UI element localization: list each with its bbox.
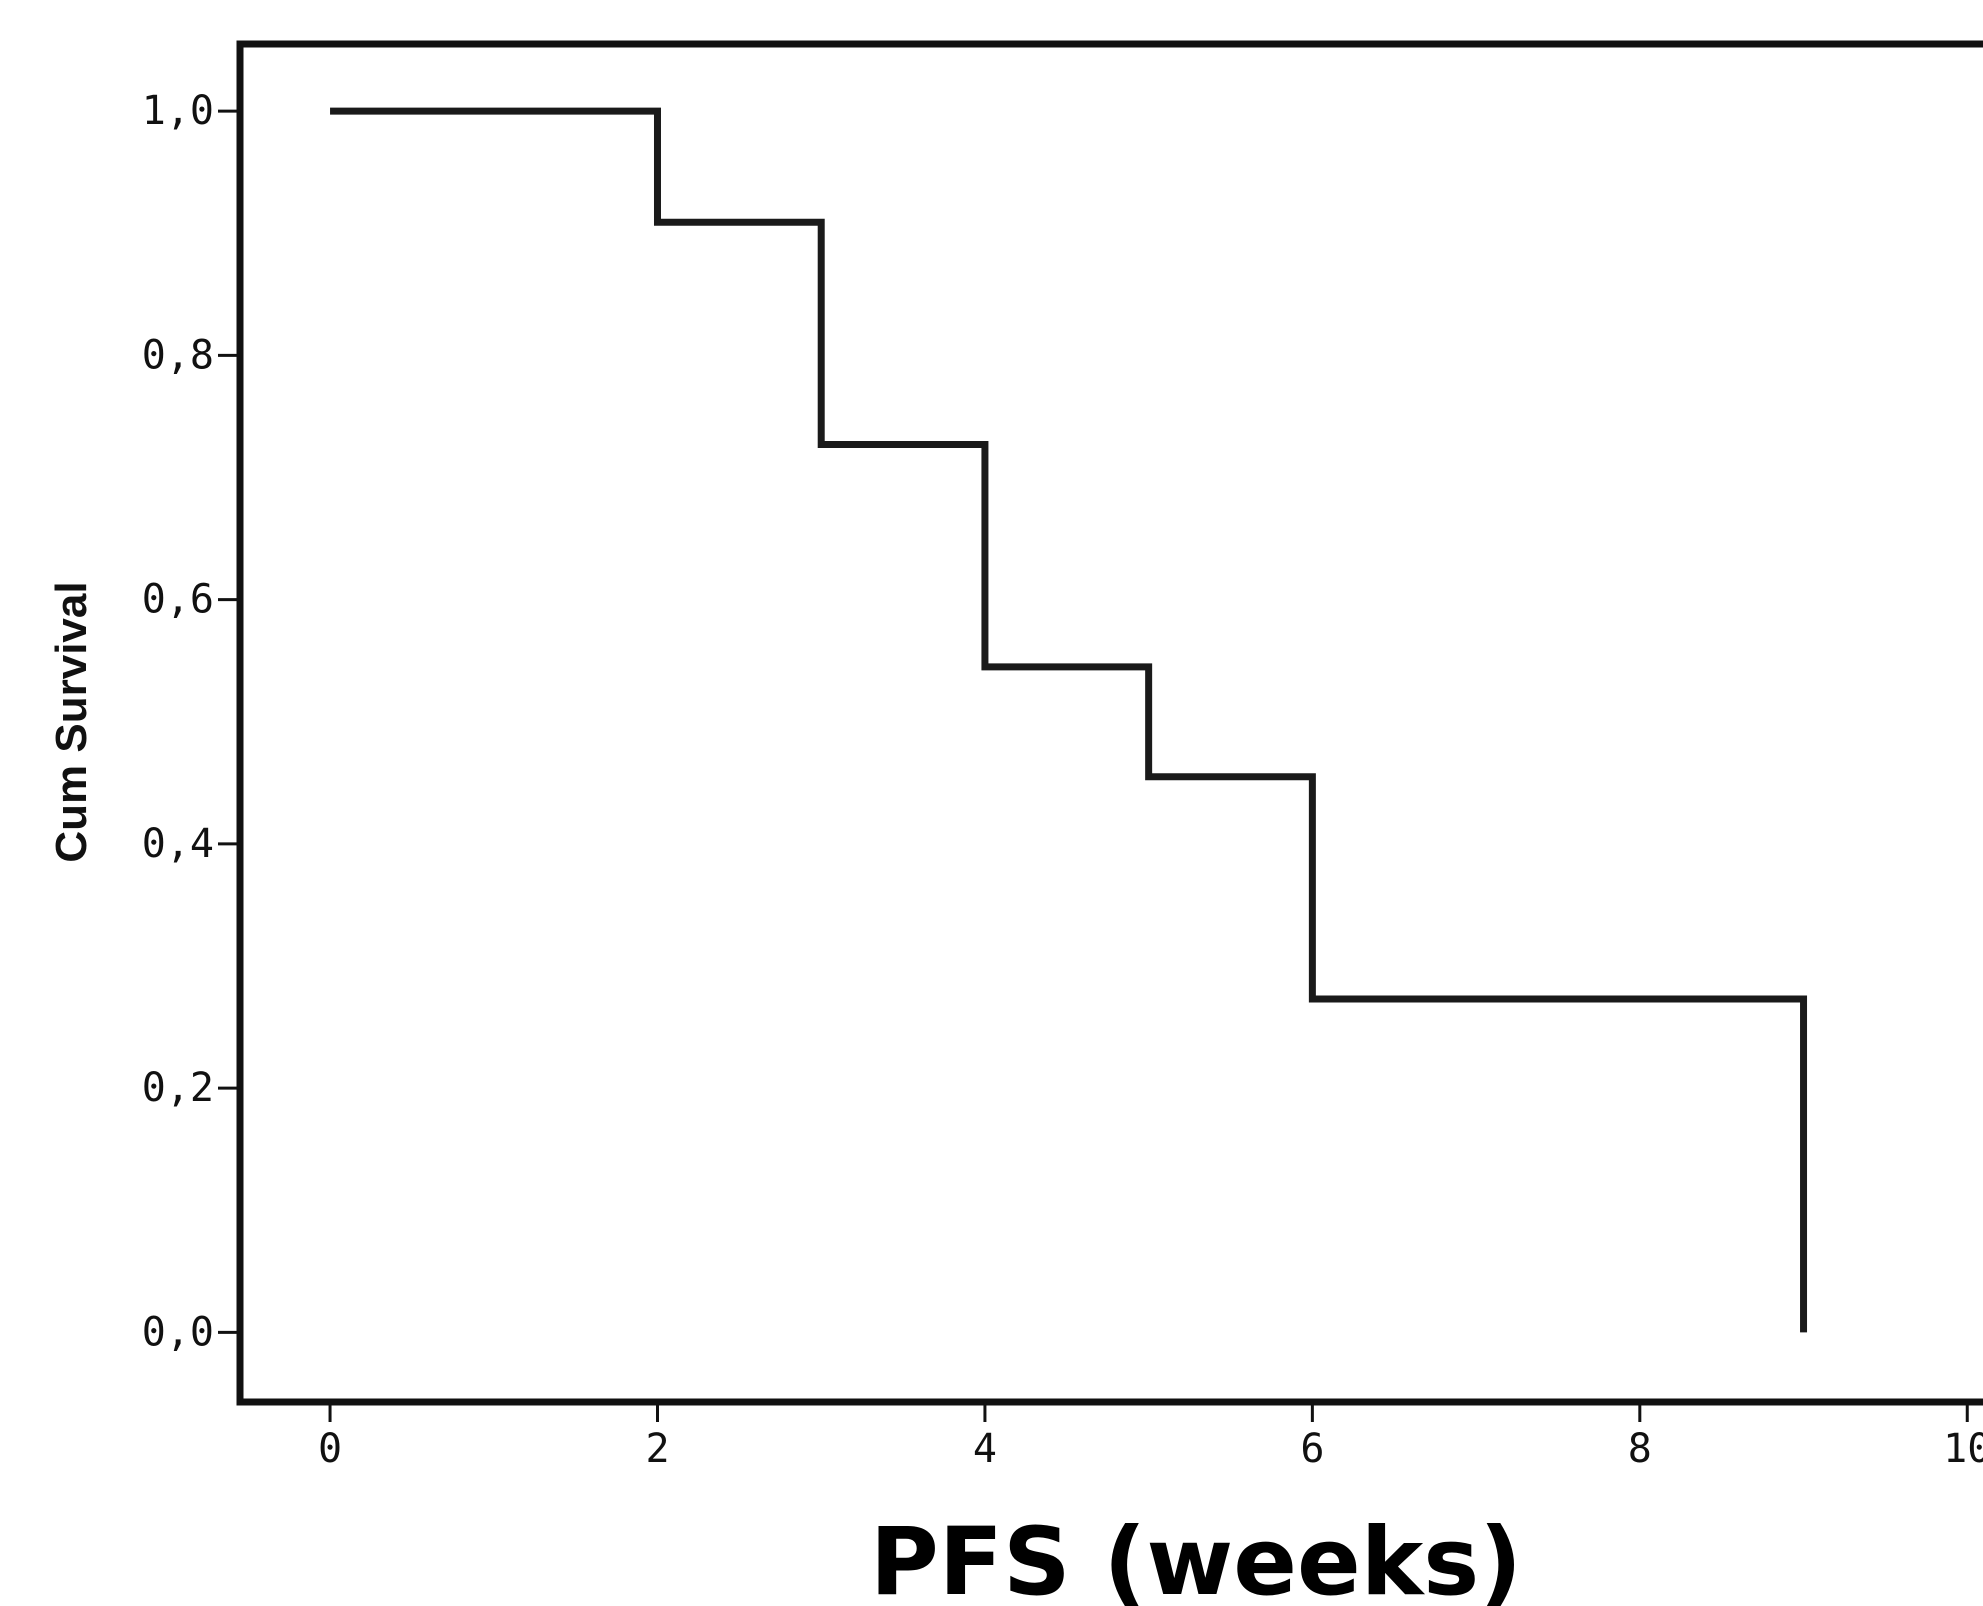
y-tick-label: 0,0 <box>142 1309 214 1355</box>
y-tick-label: 0,8 <box>142 332 214 378</box>
plot-frame <box>236 40 1983 1406</box>
y-tick-label: 0,2 <box>142 1065 214 1111</box>
x-axis-ticks: 0 2 4 6 8 10 <box>318 1402 1983 1472</box>
x-axis-label: PFS (weeks) <box>870 1508 1522 1606</box>
survival-step-line <box>330 107 1808 1333</box>
y-axis-label: Cum Survival <box>47 581 96 862</box>
x-tick-label: 0 <box>318 1426 342 1472</box>
x-tick-label: 10 <box>1943 1426 1983 1472</box>
x-tick-label: 2 <box>645 1426 669 1472</box>
y-axis-ticks: 0,0 0,2 0,4 0,6 0,8 1,0 <box>142 88 240 1355</box>
x-tick-label: 6 <box>1300 1426 1324 1472</box>
x-tick-label: 8 <box>1628 1426 1652 1472</box>
y-tick-label: 0,4 <box>142 821 214 867</box>
y-tick-label: 1,0 <box>142 88 214 134</box>
x-tick-label: 4 <box>973 1426 997 1472</box>
y-tick-label: 0,6 <box>142 577 214 623</box>
